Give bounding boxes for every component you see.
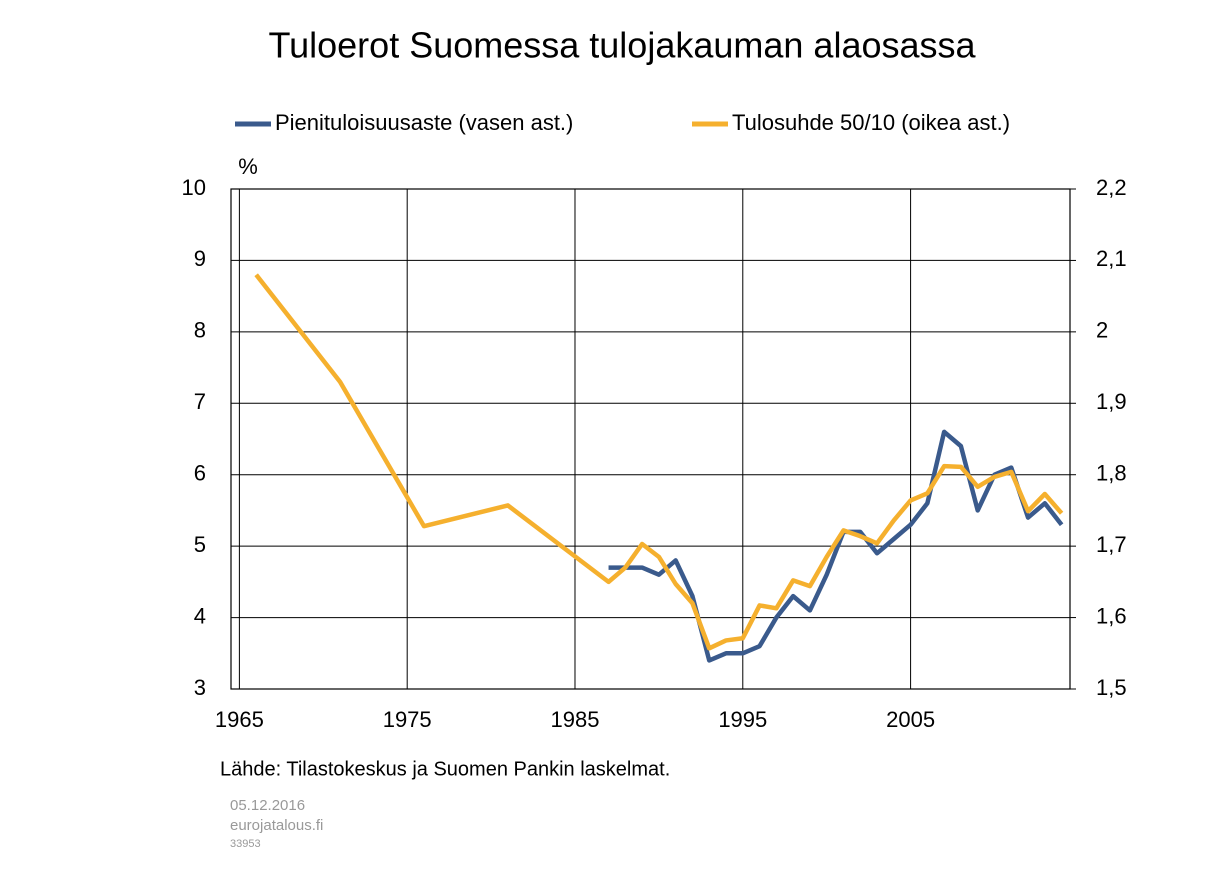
- y-tick-label: 10: [182, 175, 206, 200]
- x-tick-label: 1975: [383, 707, 432, 732]
- legend-label: Tulosuhde 50/10 (oikea ast.): [732, 110, 1010, 135]
- x-tick-label: 1985: [551, 707, 600, 732]
- x-tick-label: 1995: [718, 707, 767, 732]
- x-tick-label: 2005: [886, 707, 935, 732]
- y2-tick-label: 1,5: [1096, 675, 1127, 700]
- y2-tick-label: 2,2: [1096, 175, 1127, 200]
- source: Lähde: Tilastokeskus ja Suomen Pankin la…: [220, 758, 670, 780]
- plot-frame: [230, 188, 1071, 690]
- y-tick-label: 7: [194, 389, 206, 414]
- y2-tick-label: 2: [1096, 318, 1108, 343]
- series-line: [254, 273, 1064, 651]
- footer-site: eurojatalous.fi: [230, 817, 323, 834]
- x-tick-label: 1965: [215, 707, 264, 732]
- y-unit: %: [238, 154, 258, 179]
- y-tick-label: 4: [194, 603, 206, 628]
- y-tick-label: 9: [194, 246, 206, 271]
- y2-tick-label: 1,6: [1096, 603, 1127, 628]
- y-tick-label: 8: [194, 318, 206, 343]
- y2-tick-label: 2,1: [1096, 246, 1127, 271]
- y2-tick-label: 1,8: [1096, 461, 1127, 486]
- footer-id: 33953: [230, 838, 261, 850]
- y2-tick-label: 1,9: [1096, 389, 1127, 414]
- y2-tick-label: 1,7: [1096, 532, 1127, 557]
- chart-title: Tuloerot Suomessa tulojakauman alaosassa: [268, 25, 976, 66]
- legend-label: Pienituloisuusaste (vasen ast.): [275, 110, 573, 135]
- y-tick-label: 5: [194, 532, 206, 557]
- y-tick-label: 3: [194, 675, 206, 700]
- footer-date: 05.12.2016: [230, 797, 305, 814]
- y-tick-label: 6: [194, 461, 206, 486]
- series-line: [608, 429, 1064, 663]
